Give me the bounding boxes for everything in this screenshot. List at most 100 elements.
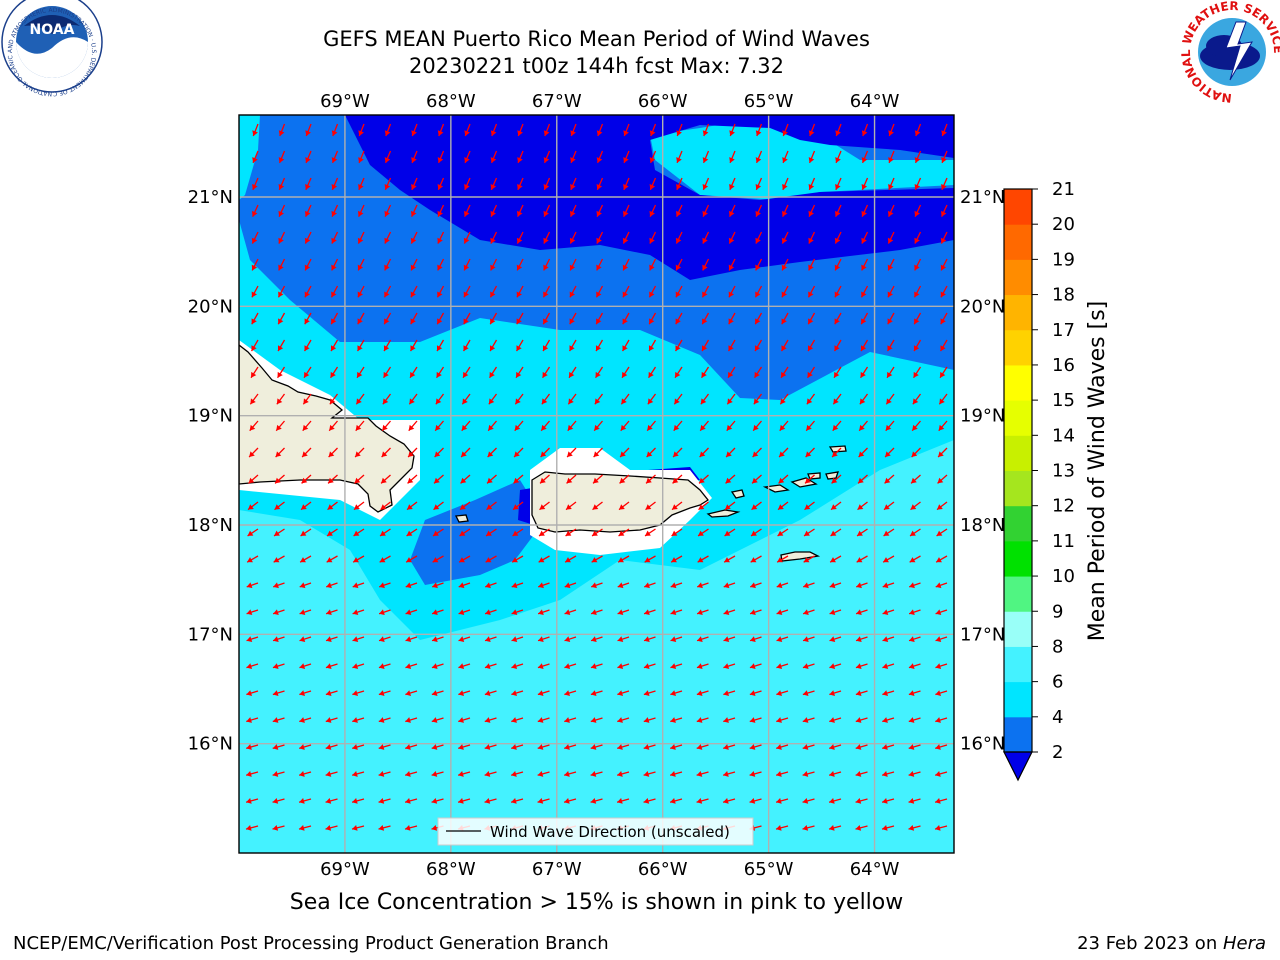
- vector-arrowhead: [833, 398, 839, 405]
- vector-arrowhead: [914, 157, 921, 163]
- vector-arrowhead: [781, 210, 788, 217]
- vector-arrowhead: [596, 157, 603, 163]
- vector-arrowhead: [935, 609, 942, 616]
- vector-arrowhead: [304, 371, 310, 378]
- vector-arrowhead: [463, 318, 469, 325]
- vector-arrowhead: [543, 210, 549, 217]
- vector-arrowhead: [885, 424, 892, 431]
- vector-arrowhead: [405, 636, 412, 643]
- vector-arrowhead: [411, 184, 417, 190]
- vector-arrowhead: [329, 424, 335, 431]
- vector-arrowhead: [803, 582, 809, 589]
- vector-arrowhead: [696, 771, 703, 777]
- vector-arrowhead: [511, 798, 517, 804]
- vector-arrowhead: [675, 345, 681, 352]
- vector-arrowhead: [938, 424, 945, 431]
- lon-tick-label: 66°W: [638, 859, 688, 880]
- vector-arrowhead: [914, 264, 920, 271]
- footer-date: 23 Feb 2023 on Hera: [1077, 933, 1266, 954]
- vector-arrowhead: [246, 636, 253, 643]
- vector-arrowhead: [805, 477, 811, 484]
- vector-arrowhead: [913, 371, 919, 378]
- vector-arrowhead: [781, 291, 787, 298]
- lat-tick-label: 17°N: [960, 624, 1005, 645]
- vector-arrowhead: [617, 798, 623, 804]
- vector-arrowhead: [830, 557, 836, 563]
- vector-arrowhead: [594, 398, 601, 405]
- vector-arrowhead: [538, 582, 544, 589]
- vector-arrowhead: [888, 130, 894, 137]
- vector-arrowhead: [538, 557, 545, 563]
- vector-arrowhead: [676, 130, 682, 137]
- vector-arrowhead: [252, 157, 258, 163]
- colorbar-bin: [1004, 716, 1032, 753]
- vector-arrowhead: [516, 264, 523, 271]
- vector-arrowhead: [564, 609, 571, 616]
- vector-arrowhead: [675, 371, 681, 378]
- vector-arrowhead: [914, 291, 920, 298]
- vector-arrowhead: [431, 744, 438, 750]
- vector-arrowhead: [835, 157, 841, 163]
- vector-arrowhead: [276, 424, 282, 431]
- vector-arrowhead: [460, 477, 467, 484]
- vector-arrowhead: [459, 530, 466, 536]
- vector-arrowhead: [304, 345, 310, 352]
- vector-arrowhead: [458, 609, 465, 616]
- vector-arrowhead: [803, 557, 810, 563]
- vector-arrowhead: [646, 477, 652, 484]
- vector-arrowhead: [883, 557, 889, 563]
- vector-arrowhead: [649, 237, 655, 244]
- vector-arrowhead: [590, 744, 597, 750]
- vector-arrowhead: [432, 636, 438, 643]
- vector-arrowhead: [937, 504, 943, 510]
- vector-arrowhead: [834, 237, 841, 244]
- vector-arrowhead: [617, 663, 624, 669]
- vector-arrowhead: [569, 291, 575, 298]
- vector-arrowhead: [537, 798, 544, 804]
- vector-arrowhead: [590, 771, 597, 777]
- vector-arrowhead: [752, 451, 759, 458]
- chart-subtitle: 20230221 t00z 144h fcst Max: 7.32: [409, 54, 784, 78]
- vector-arrowhead: [749, 690, 756, 696]
- vector-arrowhead: [861, 318, 867, 325]
- vector-arrowhead: [723, 609, 730, 616]
- vector-arrowhead: [782, 157, 788, 163]
- vector-arrowhead: [728, 371, 734, 378]
- vector-arrowhead: [490, 184, 497, 190]
- vector-arrowhead: [353, 530, 360, 536]
- vector-arrowhead: [325, 663, 332, 669]
- vector-arrowhead: [696, 717, 703, 723]
- vector-arrowhead: [326, 609, 332, 616]
- vector-arrowhead: [908, 798, 915, 804]
- vector-arrowhead: [516, 210, 523, 217]
- wind-wave-vectors: [245, 123, 948, 831]
- vector-arrowhead: [909, 557, 916, 563]
- vector-arrowhead: [331, 318, 337, 325]
- vector-arrowhead: [802, 824, 809, 831]
- vector-arrowhead: [489, 371, 495, 378]
- map-area: Wind Wave Direction (unscaled): [239, 115, 954, 853]
- vector-arrowhead: [437, 184, 444, 190]
- vector-arrowhead: [277, 345, 284, 352]
- vector-arrowhead: [591, 609, 597, 616]
- vector-arrowhead: [726, 451, 732, 458]
- vector-arrowhead: [643, 744, 650, 750]
- vector-arrowhead: [299, 824, 305, 831]
- vector-arrowhead: [537, 717, 544, 723]
- vector-arrowhead: [352, 690, 359, 696]
- lat-tick-label: 18°N: [960, 515, 1005, 536]
- vector-arrowhead: [617, 690, 624, 696]
- vector-arrowhead: [908, 771, 915, 777]
- vector-arrowhead: [856, 582, 862, 589]
- colorbar-tick-label: 4: [1052, 707, 1063, 728]
- vector-arrowhead: [829, 636, 836, 643]
- legend-label: Wind Wave Direction (unscaled): [490, 823, 730, 841]
- vector-arrowhead: [887, 237, 894, 244]
- vector-arrowhead: [858, 477, 864, 484]
- vector-arrowhead: [755, 237, 761, 244]
- vector-arrowhead: [777, 557, 783, 563]
- vector-arrowhead: [780, 398, 786, 405]
- vector-arrowhead: [935, 690, 942, 696]
- vector-arrowhead: [778, 504, 784, 510]
- vector-arrowhead: [458, 582, 465, 589]
